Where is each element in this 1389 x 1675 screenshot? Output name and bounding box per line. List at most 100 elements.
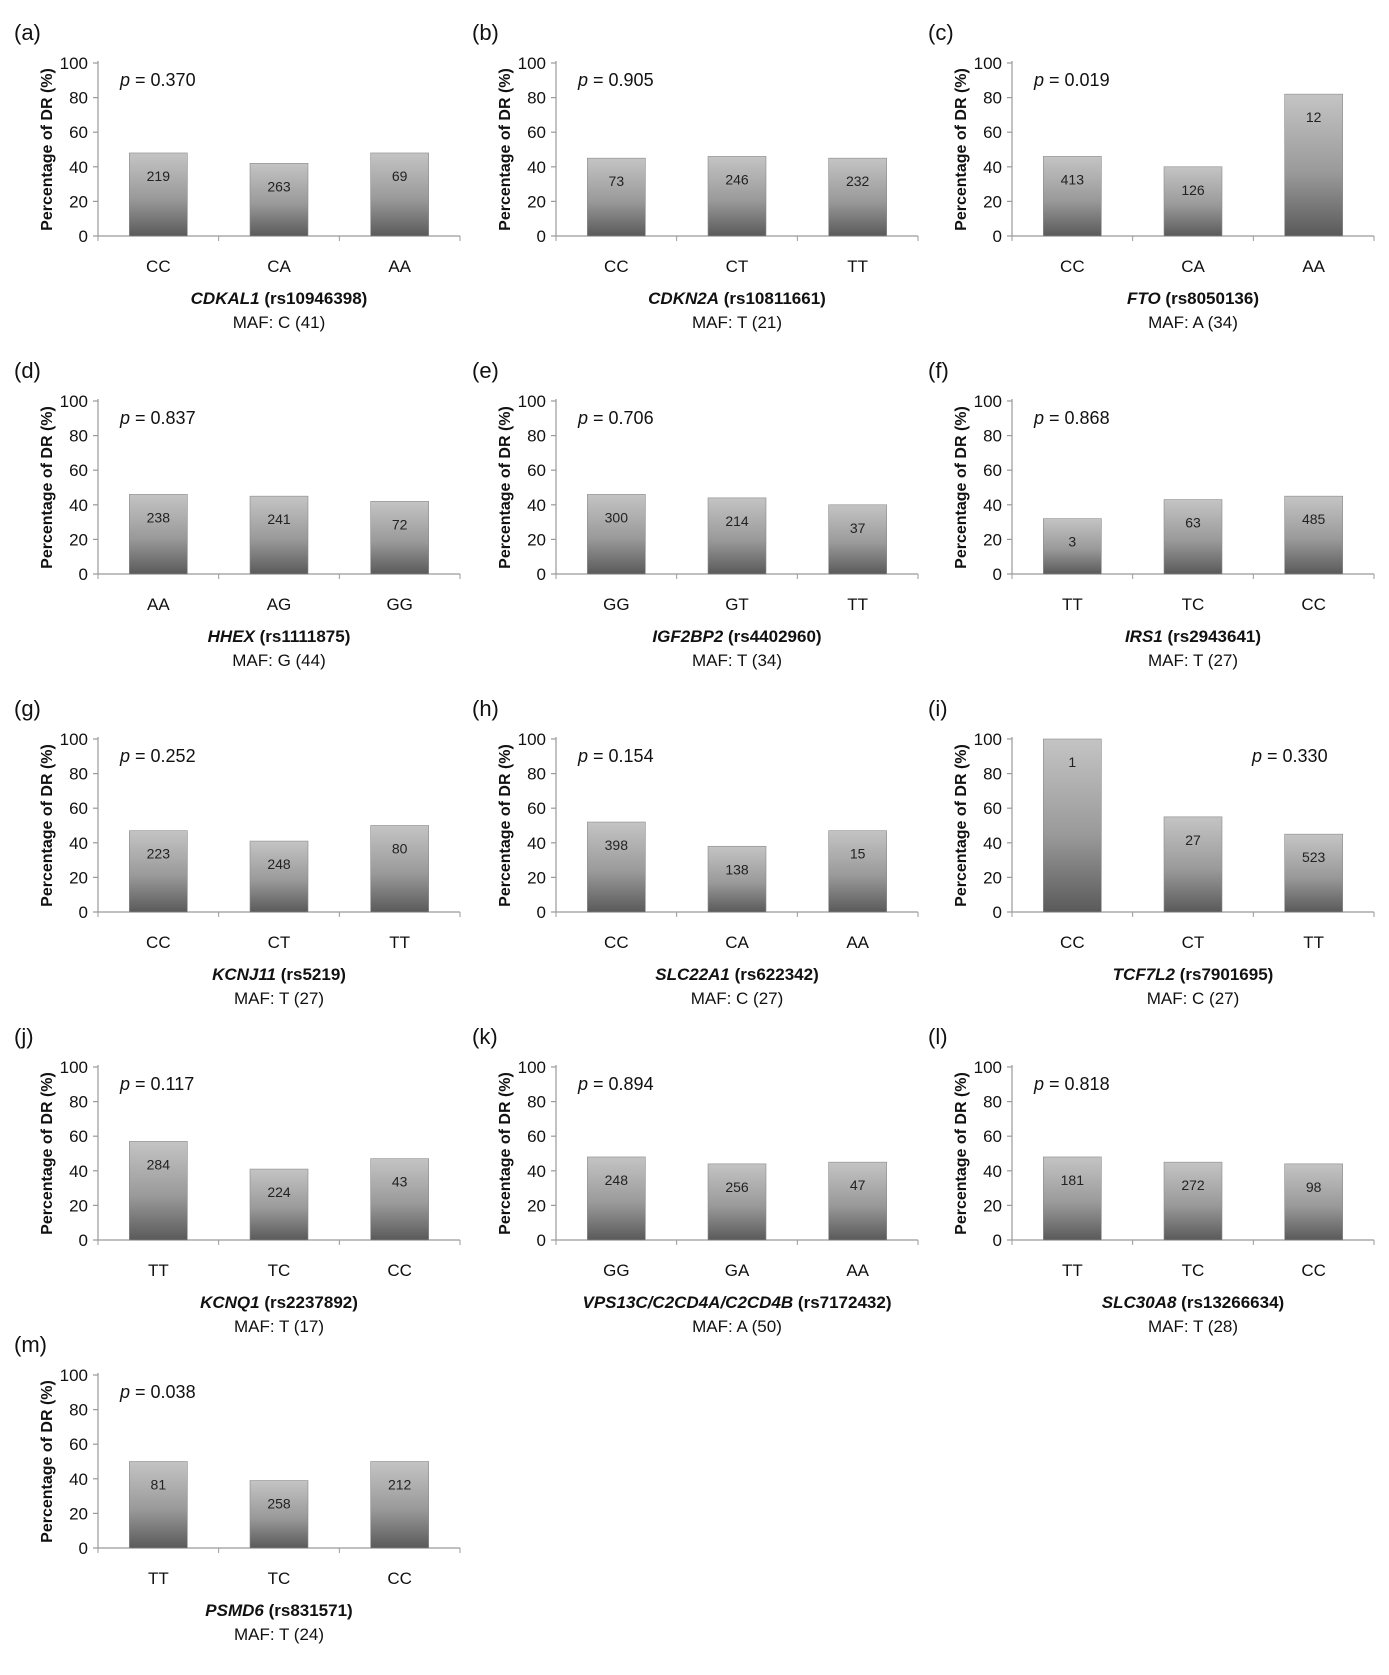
panel-label: (l)	[928, 1024, 948, 1049]
data-label: 263	[267, 178, 291, 194]
bar	[129, 830, 188, 913]
data-label: 246	[725, 171, 749, 187]
panel-label: (c)	[928, 20, 954, 45]
p-value: p = 0.837	[119, 408, 196, 428]
data-label: 15	[850, 846, 866, 862]
x-tick-label: AA	[846, 1261, 869, 1280]
gene-name: IRS1	[1125, 627, 1163, 646]
data-label: 223	[147, 846, 171, 862]
y-tick-label: 0	[79, 1231, 88, 1250]
p-value: p = 0.818	[1033, 1074, 1110, 1094]
bar	[707, 845, 767, 913]
chart-title: IRS1 (rs2943641)	[1125, 627, 1261, 646]
panel-label: (m)	[14, 1332, 47, 1357]
y-tick-label: 0	[79, 227, 88, 246]
y-tick-label: 100	[60, 1366, 88, 1385]
chart-title: SLC22A1 (rs622342)	[655, 965, 818, 984]
x-tick-label: CC	[387, 1261, 412, 1280]
snp-id: (rs8050136)	[1161, 289, 1259, 308]
maf-label: MAF: T (17)	[234, 1317, 324, 1336]
chart-title: SLC30A8 (rs13266634)	[1102, 1293, 1284, 1312]
y-tick-label: 60	[69, 1435, 88, 1454]
y-tick-label: 40	[69, 1470, 88, 1489]
y-tick-label: 100	[518, 392, 546, 411]
chart-panel: (f) Percentage of DR (%) 0 20 40 60 80 100 3 TT 63…	[928, 358, 1375, 670]
gene-name: KCNJ11	[212, 965, 276, 984]
x-tick-label: GA	[725, 1261, 750, 1280]
p-symbol: p	[577, 746, 588, 766]
x-tick-label: TC	[268, 1569, 291, 1588]
y-tick-label: 60	[69, 461, 88, 480]
y-tick-label: 80	[69, 765, 88, 784]
gene-name: KCNQ1	[200, 1293, 260, 1312]
x-tick-label: CC	[1060, 257, 1085, 276]
gene-name: CDKAL1	[191, 289, 260, 308]
data-label: 80	[392, 841, 408, 857]
gene-name: SLC22A1	[655, 965, 730, 984]
x-tick-label: CC	[604, 257, 629, 276]
bar	[370, 1461, 429, 1549]
x-tick-label: TT	[389, 933, 410, 952]
x-tick-label: AA	[388, 257, 411, 276]
panel-label: (j)	[14, 1024, 34, 1049]
y-tick-label: 0	[79, 1539, 88, 1558]
y-tick-label: 80	[983, 765, 1002, 784]
x-tick-label: CC	[146, 257, 171, 276]
maf-label: MAF: C (27)	[1147, 989, 1240, 1008]
data-label: 12	[1306, 109, 1322, 125]
y-tick-label: 80	[983, 1093, 1002, 1112]
p-value: p = 0.117	[119, 1074, 194, 1094]
p-value: p = 0.019	[1033, 70, 1110, 90]
bar	[1284, 1163, 1343, 1241]
chart-title: TCF7L2 (rs7901695)	[1113, 965, 1274, 984]
bar	[1043, 738, 1102, 913]
bar	[1043, 156, 1102, 237]
chart-panel: (e) Percentage of DR (%) 0 20 40 60 80 100 300 GG…	[472, 358, 919, 670]
p-value-text: = 0.154	[588, 746, 654, 766]
x-tick-label: AA	[846, 933, 869, 952]
x-tick-label: TT	[148, 1261, 169, 1280]
y-tick-label: 20	[983, 868, 1002, 887]
data-label: 73	[609, 173, 625, 189]
p-value-text: = 0.868	[1044, 408, 1110, 428]
maf-label: MAF: T (24)	[234, 1625, 324, 1644]
x-tick-label: CC	[1301, 1261, 1326, 1280]
y-tick-label: 40	[527, 158, 546, 177]
data-label: 69	[392, 168, 408, 184]
y-tick-label: 40	[69, 1162, 88, 1181]
x-tick-label: TT	[1062, 595, 1083, 614]
y-tick-label: 20	[527, 868, 546, 887]
gene-name: FTO	[1127, 289, 1161, 308]
data-label: 214	[725, 513, 749, 529]
y-axis-label: Percentage of DR (%)	[497, 68, 514, 231]
bar	[129, 1461, 188, 1549]
bar	[129, 494, 188, 575]
data-label: 37	[850, 520, 866, 536]
p-value-text: = 0.837	[130, 408, 196, 428]
y-tick-label: 60	[69, 123, 88, 142]
panel-label: (k)	[472, 1024, 498, 1049]
x-tick-label: CC	[387, 1569, 412, 1588]
p-symbol: p	[1251, 746, 1262, 766]
data-label: 300	[605, 509, 629, 525]
chart-title: HHEX (rs1111875)	[208, 627, 351, 646]
y-tick-label: 60	[983, 799, 1002, 818]
bar	[129, 1141, 188, 1241]
bar	[587, 821, 646, 913]
x-tick-label: AA	[1302, 257, 1325, 276]
data-label: 241	[267, 511, 291, 527]
y-axis-label: Percentage of DR (%)	[953, 406, 970, 569]
chart-panel: (g) Percentage of DR (%) 0 20 40 60 80 100 223 CC…	[14, 696, 461, 1008]
y-axis-label: Percentage of DR (%)	[497, 406, 514, 569]
data-label: 63	[1185, 515, 1201, 531]
x-tick-label: CC	[146, 933, 171, 952]
snp-id: (rs10811661)	[719, 289, 826, 308]
y-tick-label: 80	[527, 765, 546, 784]
bar	[249, 495, 309, 575]
y-axis-label: Percentage of DR (%)	[39, 744, 56, 907]
y-axis-label: Percentage of DR (%)	[39, 1072, 56, 1235]
y-tick-label: 80	[69, 1401, 88, 1420]
y-tick-label: 0	[537, 1231, 546, 1250]
x-tick-label: TT	[847, 595, 868, 614]
gene-name: HHEX	[208, 627, 257, 646]
